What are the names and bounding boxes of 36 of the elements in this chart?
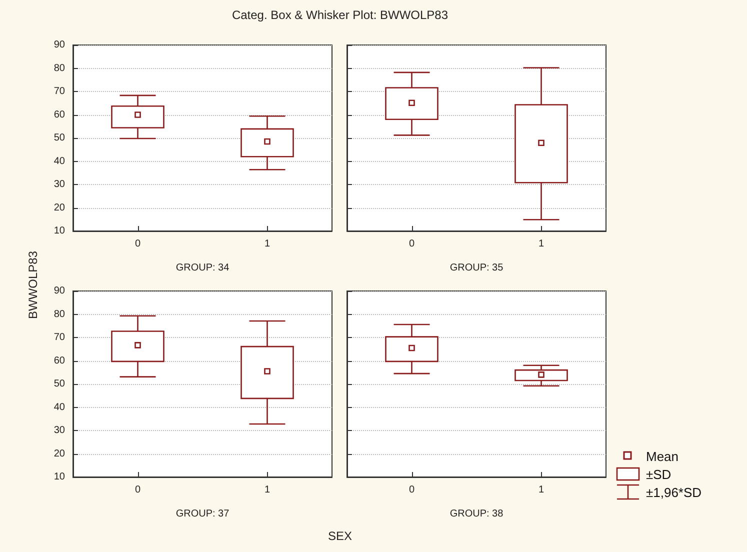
- y-tick-label: 30: [54, 425, 66, 436]
- text: ±SD: [646, 466, 672, 482]
- y-tick-label: 80: [54, 308, 66, 320]
- y-tick-label: 90: [54, 286, 66, 296]
- x-tick-label: 1: [264, 484, 270, 496]
- y-tick-label: 50: [54, 378, 66, 390]
- y-tick-label: 40: [54, 156, 66, 167]
- y-tick-label: 90: [54, 40, 66, 50]
- x-axis-title: GROUP: 38: [450, 508, 504, 520]
- y-tick-label: 60: [54, 109, 66, 120]
- x-tick-label: 1: [538, 238, 544, 250]
- x-tick-label: 0: [134, 484, 141, 496]
- y-tick-label: 60: [54, 355, 66, 366]
- y-tick-label: 20: [54, 448, 66, 460]
- text: SEX: [328, 529, 352, 543]
- x-tick-label: 0: [134, 238, 141, 250]
- x-axis-title: GROUP: 37: [176, 508, 230, 520]
- y-tick-label: 50: [54, 132, 66, 144]
- x-tick-label: 0: [408, 238, 415, 250]
- y-tick-label: 30: [54, 179, 66, 190]
- y-tick-label: 40: [54, 402, 66, 413]
- x-tick-label: 0: [408, 484, 415, 496]
- x-axis-title: GROUP: 35: [450, 262, 504, 274]
- y-tick-label: 20: [54, 202, 66, 214]
- chart-title: Categ. Box & Whisker Plot: BWWOLP83: [232, 8, 448, 22]
- y-tick-label: 10: [54, 472, 66, 482]
- y-tick-label: 70: [54, 86, 66, 97]
- text: Mean: [646, 448, 679, 464]
- x-axis-title: GROUP: 34: [176, 262, 230, 274]
- y-tick-label: 10: [54, 226, 66, 236]
- y-tick-label: 80: [54, 62, 66, 74]
- text: ±1,96*SD: [646, 484, 702, 500]
- x-tick-label: 1: [538, 484, 544, 496]
- x-tick-label: 1: [264, 238, 270, 250]
- y-tick-label: 70: [54, 332, 66, 343]
- y-axis-title: BWWOLP83: [26, 250, 40, 320]
